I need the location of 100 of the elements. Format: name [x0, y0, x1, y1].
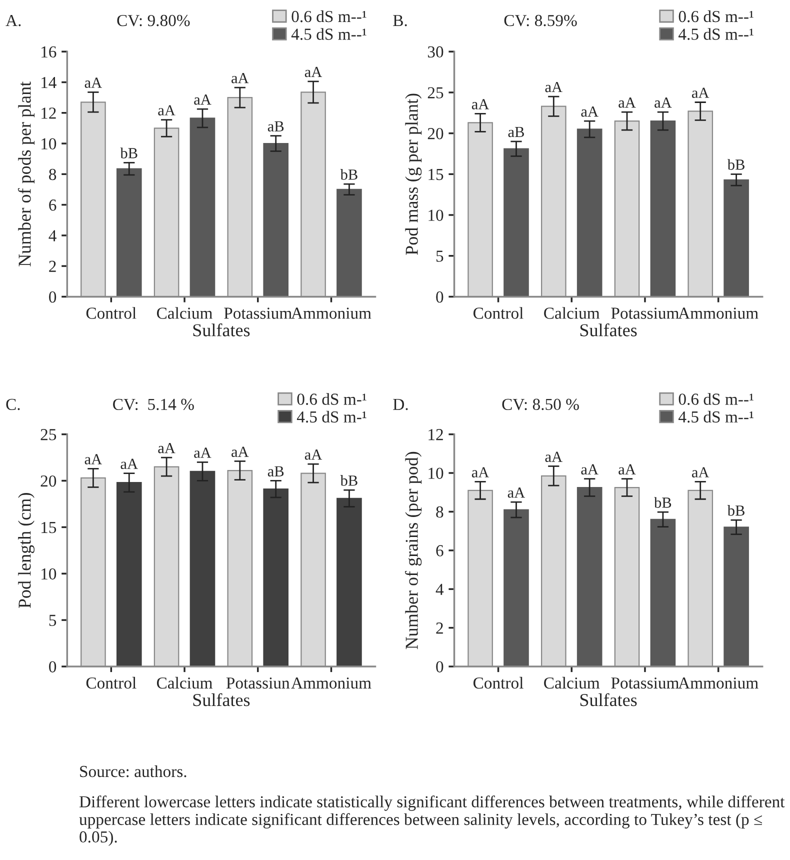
data-label: aA [304, 66, 322, 78]
y-tick-label: 10 [428, 210, 444, 221]
y-tick-label: 2 [436, 622, 443, 634]
data-label: bB [654, 497, 672, 508]
y-tick-label: 5 [436, 250, 444, 262]
data-label: aA [232, 73, 249, 84]
data-label: aA [618, 464, 636, 475]
x-axis-title: Sulfates [193, 323, 250, 336]
data-label: aA [232, 446, 249, 457]
data-label: aA [472, 99, 490, 110]
y-tick-label: 10 [42, 138, 56, 150]
y-tick-label: 25 [40, 429, 56, 440]
data-label: bB [120, 148, 138, 158]
y-tick-label: 2 [49, 260, 56, 272]
y-tick-label: 14 [42, 77, 56, 88]
y-tick-label: 6 [436, 545, 444, 556]
data-label: aB [268, 466, 284, 476]
x-tick-label: Calcium [156, 307, 212, 319]
x-axis-title: Sulfates [193, 693, 250, 706]
data-label: aA [84, 454, 102, 464]
data-label: aA [158, 443, 176, 454]
data-label: aA [692, 467, 710, 478]
x-tick-label: Potassiun [226, 677, 290, 689]
chart-title: C. [6, 398, 20, 410]
x-tick-label: Control [86, 676, 136, 689]
data-label: aA [545, 452, 562, 462]
y-tick-label: 30 [428, 46, 444, 58]
legend-label: 4.5 dS m--¹ [678, 410, 754, 423]
y-axis-title: Pod length (cm) [18, 493, 35, 608]
x-tick-label: Control [86, 307, 136, 319]
y-tick-label: 16 [42, 46, 56, 58]
chart-subtitle: CV: 9.80% [117, 14, 190, 26]
source-note: Source: authors. [80, 765, 186, 778]
data-label: aA [472, 467, 490, 478]
data-label: aA [194, 448, 212, 458]
y-axis-title: Number of pods per plant [18, 81, 35, 266]
legend-label: 0.6 dS m--¹ [292, 10, 366, 22]
y-tick-label: 4 [48, 230, 56, 242]
chart-subtitle: CV: 5.14 % [113, 398, 194, 410]
text: Different lowercase letters indicate statistically significant differences between treatments, while different uppercase letters indicate significant differences between salinity levels, according to Tukey’s test (p ≤ 0.05). [79, 796, 785, 846]
data-label: bB [340, 169, 358, 180]
y-tick-label: 8 [49, 168, 56, 180]
x-tick-label: Potassium [224, 308, 292, 319]
legend-label: 0.6 dS m--¹ [678, 393, 754, 405]
data-label: aA [654, 97, 672, 108]
x-tick-label: Control [473, 307, 524, 319]
data-label: aA [194, 94, 212, 105]
y-tick-label: 0 [436, 291, 444, 303]
data-label: aA [581, 464, 598, 475]
x-tick-label: Potassium [611, 677, 679, 689]
x-tick-label: Ammonium [291, 677, 372, 689]
data-label: aA [692, 88, 710, 98]
x-tick-label: Ammonium [678, 308, 758, 319]
x-tick-label: Calcium [156, 676, 212, 689]
legend-label: 0.6 dS m--¹ [678, 10, 754, 22]
data-label: aA [618, 97, 636, 108]
y-tick-label: 10 [42, 568, 56, 580]
y-tick-label: 5 [49, 614, 56, 626]
x-tick-label: Potassium [611, 308, 679, 319]
legend-label: 0.6 dS m-¹ [297, 393, 366, 405]
x-tick-label: Ammonium [291, 308, 372, 319]
x-tick-label: Calcium [544, 307, 600, 319]
y-axis-title: Pod mass (g per plant) [405, 94, 422, 255]
data-label: aA [304, 450, 322, 460]
y-tick-label: 15 [428, 168, 444, 180]
chart-subtitle: CV: 8.50 % [502, 398, 579, 410]
y-tick-label: 4 [436, 584, 444, 595]
y-tick-label: 12 [428, 429, 443, 440]
data-label: aA [545, 82, 562, 92]
y-tick-label: 12 [42, 108, 56, 119]
y-tick-label: 10 [428, 468, 444, 479]
data-label: aA [508, 488, 526, 498]
y-tick-label: 20 [428, 128, 444, 140]
chart-subtitle: CV: 8.59% [504, 14, 577, 26]
x-axis-title: Sulfates [580, 323, 637, 336]
legend-label: 4.5 dS m-¹ [296, 410, 366, 423]
y-tick-label: 0 [49, 661, 56, 672]
y-tick-label: 6 [49, 200, 56, 211]
data-label: aB [508, 126, 524, 138]
chart-title: A. [6, 14, 21, 26]
y-tick-label: 0 [436, 661, 444, 672]
data-label: bB [727, 159, 744, 170]
x-axis-title: Sulfates [580, 693, 637, 706]
data-label: aA [84, 78, 102, 88]
data-label: aA [158, 105, 176, 116]
chart-title: D. [393, 398, 408, 410]
data-label: aA [581, 106, 598, 117]
chart-title: B. [393, 15, 407, 26]
y-axis-title: Number of grains (per pod) [405, 452, 422, 650]
x-tick-label: Calcium [544, 676, 600, 689]
legend-label: 4.5 dS m--¹ [291, 28, 366, 40]
data-label: bB [340, 475, 358, 486]
y-tick-label: 20 [40, 475, 56, 487]
y-tick-label: 15 [42, 522, 56, 534]
y-tick-label: 25 [428, 87, 444, 98]
y-tick-label: 0 [49, 291, 56, 303]
data-label: aB [268, 121, 284, 132]
x-tick-label: Ammonium [678, 677, 758, 689]
x-tick-label: Control [473, 676, 524, 689]
legend-label: 4.5 dS m--¹ [678, 28, 754, 40]
